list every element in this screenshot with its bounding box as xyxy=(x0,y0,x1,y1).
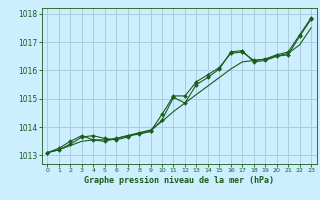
X-axis label: Graphe pression niveau de la mer (hPa): Graphe pression niveau de la mer (hPa) xyxy=(84,176,274,185)
